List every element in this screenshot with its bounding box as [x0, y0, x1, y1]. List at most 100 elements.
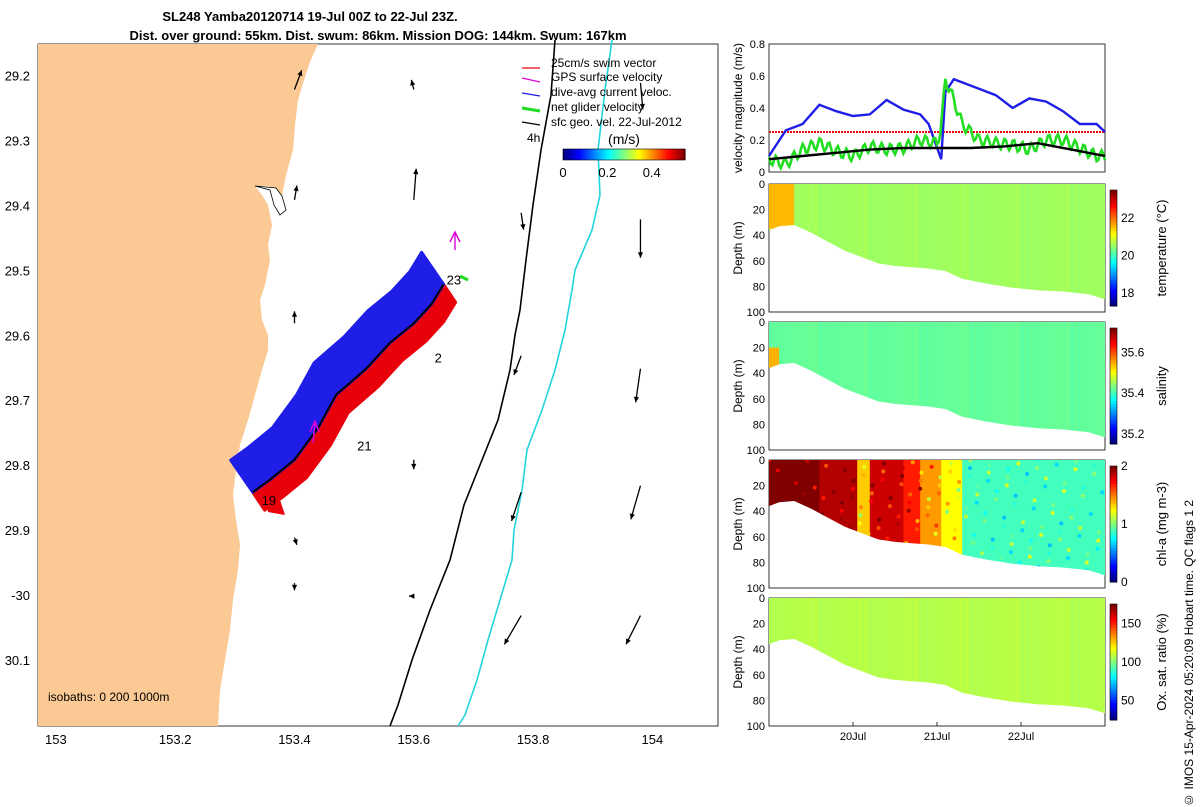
chla-section-dot: [990, 537, 995, 542]
oxygen-section-cbar-cell: [1110, 673, 1117, 677]
salinity-section-streak: [1054, 322, 1058, 438]
oxygen-section-cbar-cell: [1110, 635, 1117, 640]
salinity-section-cbar-cell: [1110, 383, 1117, 387]
salinity-section-ytick-2: 40: [753, 368, 765, 380]
chla-section-dot: [850, 494, 855, 499]
map-colorbar-cell: [583, 149, 586, 160]
chla-section-ytick-2: 40: [753, 506, 765, 518]
gps-arrow-south: [312, 422, 316, 444]
chla-section-dot: [1010, 534, 1015, 539]
chla-section-dot: [888, 496, 893, 501]
chla-section-cbar-cell: [1110, 553, 1117, 557]
chla-section-dot: [957, 479, 962, 484]
temperature-section-streak: [1093, 184, 1097, 300]
temperature-section-streak: [1071, 184, 1075, 300]
chla-section-ytick-0: 0: [759, 455, 765, 467]
temperature-section-streak: [942, 184, 946, 300]
temperature-section-streak: [864, 184, 868, 300]
oxygen-section-ytick-0: 0: [759, 593, 765, 605]
gps-arrowhead-south: [309, 419, 320, 433]
chla-section-dot: [982, 519, 987, 524]
salinity-section-streak: [953, 322, 957, 438]
salinity-section-streak: [858, 322, 862, 438]
map-colorbar-cell: [649, 149, 652, 160]
oxygen-section-cbar-cell: [1110, 606, 1117, 611]
salinity-section-cbar-cell: [1110, 417, 1117, 422]
chla-section-cbar-cell: [1110, 541, 1117, 545]
oxygen-section-cbar-cell: [1110, 676, 1117, 680]
chla-section-cbar-cell: [1110, 535, 1117, 539]
chla-section-dot: [775, 476, 780, 481]
velocity-series-1: [767, 78, 1107, 172]
chla-section-cbar-cell: [1110, 576, 1117, 580]
temperature-section-patch-0: [769, 184, 795, 229]
oxygen-section-streak: [1054, 598, 1058, 714]
map-colorbar-cell: [633, 149, 636, 160]
temperature-section-cbar-cell: [1110, 207, 1117, 211]
oxygen-section-ytick-1: 20: [753, 619, 765, 631]
oxygen-section-streak: [1009, 598, 1013, 714]
chla-section-cbar-cell: [1110, 573, 1117, 577]
salinity-section-streak: [1026, 322, 1030, 438]
temperature-section-ytick-0: 0: [759, 179, 765, 191]
lat-tick-3: 29.5: [5, 263, 30, 278]
map-colorbar-cell: [645, 149, 648, 160]
temperature-section-streak: [1099, 184, 1103, 300]
map-colorbar-cell: [589, 149, 592, 160]
chla-section-dot: [986, 478, 991, 483]
chla-section-cbar-tick-0: 0: [1121, 575, 1128, 589]
map-colorbar-cell: [579, 149, 582, 160]
salinity-section-streak: [920, 322, 924, 438]
chla-section-ytick-1: 20: [753, 481, 765, 493]
chla-section-dot: [929, 464, 934, 469]
map-colorbar-cell: [647, 149, 650, 160]
oxygen-section-cbar-cell: [1110, 670, 1117, 675]
temperature-section-cbar-cell: [1110, 279, 1117, 284]
temperature-section-streak: [881, 184, 884, 300]
chla-section-cbar-cell: [1110, 529, 1117, 534]
oxygen-section-streak: [1004, 598, 1008, 714]
geo-vector-head-0: [297, 70, 303, 77]
legend-geo-line: [521, 121, 541, 126]
chla-section: 0 20 40 60 80 100 Depth (m) 0 1 2 chl-a (mg m-3): [731, 455, 1169, 595]
chla-section-dot: [918, 478, 923, 483]
salinity-section-streak: [1004, 322, 1008, 438]
chla-section-dot: [869, 491, 874, 496]
temperature-section-streak: [903, 184, 907, 300]
oxygen-section-cbar-cell: [1110, 705, 1117, 709]
oxygen-section-streak: [931, 598, 935, 714]
chla-section-dot: [1070, 507, 1075, 512]
chla-section-cbar-cell: [1110, 477, 1117, 481]
map-colorbar-cell: [657, 149, 660, 160]
temperature-section-cbar-cell: [1110, 198, 1117, 203]
chla-section-dot: [1002, 515, 1007, 520]
oxygen-section-cbar-cell: [1110, 667, 1117, 672]
oxygen-section-cbar-cell: [1110, 699, 1117, 704]
chla-section-dot: [896, 514, 901, 519]
oxygen-section-streak: [864, 598, 868, 714]
coastline-inlet: [254, 185, 287, 216]
chla-section-dot: [955, 496, 960, 501]
oxygen-section-streak: [959, 598, 963, 714]
temperature-section-streak: [1026, 184, 1030, 300]
map-colorbar-cell: [597, 149, 600, 160]
temperature-section-cbar-cell: [1110, 204, 1117, 208]
chla-section-dot: [1074, 460, 1079, 464]
chla-section-cbar-cell: [1110, 515, 1117, 519]
map-colorbar-cell: [625, 149, 628, 160]
legend-gps-line: [521, 77, 541, 83]
time-tick-0: 20Jul: [840, 731, 866, 743]
temperature-section-cbar-cell: [1110, 221, 1117, 226]
salinity-section-cbar-cell: [1110, 365, 1117, 370]
salinity-section-ytick-4: 80: [753, 419, 765, 431]
map-colorbar-cell: [573, 149, 576, 160]
geo-vector-head-16: [504, 638, 510, 645]
temperature-section-streak: [853, 184, 856, 300]
oxygen-section-cbar-frame: [1109, 603, 1118, 721]
map-colorbar-cell: [617, 149, 620, 160]
chla-section-dot: [838, 516, 843, 521]
legend-entry-gps: GPS surface velocity: [521, 70, 662, 84]
oxygen-section-cbar-cell: [1110, 688, 1117, 692]
oxygen-section-streak: [836, 598, 840, 714]
geo-vector-head-9: [633, 396, 640, 403]
